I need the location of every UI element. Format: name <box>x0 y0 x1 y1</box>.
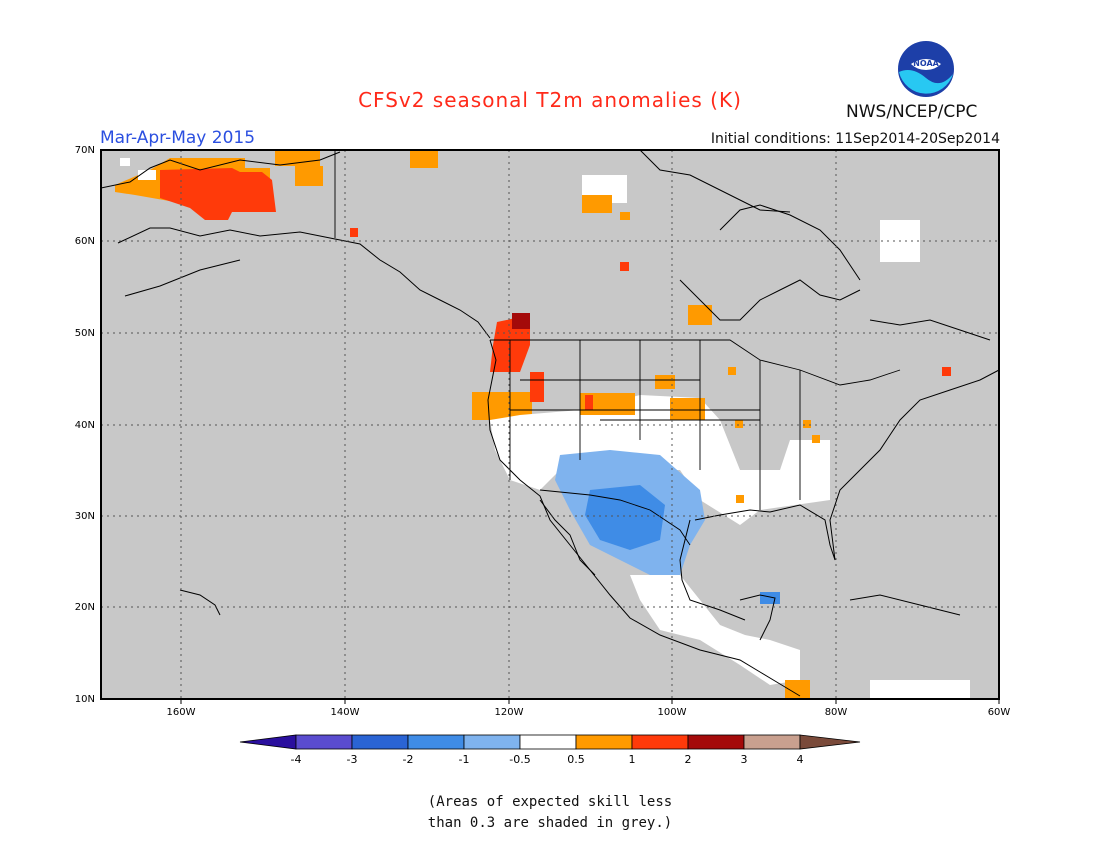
caption-line: (Areas of expected skill less <box>427 794 673 810</box>
grid-lines <box>101 150 999 699</box>
colorbar-label: -0.5 <box>509 753 530 766</box>
colorbar-high-arrow <box>799 734 861 750</box>
colorbar-segment <box>295 734 353 750</box>
lat-label: 70N <box>75 145 95 156</box>
colorbar-label: -2 <box>403 753 414 766</box>
noaa-logo: NOAA <box>898 41 954 97</box>
lat-label: 20N <box>75 602 95 613</box>
lat-label: 40N <box>75 420 95 431</box>
colorbar-segment <box>631 734 689 750</box>
colorbar-segment <box>743 734 801 750</box>
colorbar-label: 1 <box>629 753 636 766</box>
lon-label: 100W <box>658 707 687 718</box>
colorbar-segment <box>407 734 465 750</box>
colorbar-segment <box>519 734 577 750</box>
lat-label: 30N <box>75 511 95 522</box>
lon-label: 80W <box>825 707 848 718</box>
initial-conditions-label: Initial conditions: 11Sep2014-20Sep2014 <box>710 131 1000 147</box>
lat-label: 10N <box>75 694 95 705</box>
colorbar-label: 3 <box>741 753 748 766</box>
skill-caption: (Areas of expected skill less than 0.3 a… <box>0 792 1100 834</box>
season-label: Mar-Apr-May 2015 <box>100 128 256 148</box>
lon-labels: 160W 140W 120W 100W 80W 60W <box>167 707 1011 718</box>
colorbar-segment <box>463 734 521 750</box>
map-frame <box>100 149 1000 700</box>
alaska-red-patch <box>160 168 276 220</box>
colorbar-label: 2 <box>685 753 692 766</box>
colorbar-label: -3 <box>347 753 358 766</box>
caption-line: than 0.3 are shaded in grey.) <box>427 815 673 831</box>
colorbar-label: -1 <box>459 753 470 766</box>
lon-label: 60W <box>988 707 1011 718</box>
colorbar-segment <box>575 734 633 750</box>
colorbar-low-arrow <box>239 734 297 750</box>
colorbar-label: -4 <box>291 753 302 766</box>
colorbar-segment <box>351 734 409 750</box>
colorbar-labels: -4 -3 -2 -1 -0.5 0.5 1 2 3 4 <box>291 753 804 766</box>
lon-label: 160W <box>167 707 196 718</box>
organization-label: NWS/NCEP/CPC <box>846 102 978 122</box>
political-borders <box>334 150 901 546</box>
colorbar-label: 0.5 <box>567 753 585 766</box>
chart-title: CFSv2 seasonal T2m anomalies (K) <box>358 88 742 112</box>
noaa-logo-text: NOAA <box>913 59 939 68</box>
colorbar-segment <box>687 734 745 750</box>
lon-label: 140W <box>331 707 360 718</box>
lat-labels: 70N 60N 50N 40N 30N 20N 10N <box>75 145 95 705</box>
colorbar <box>239 734 861 750</box>
colorbar-label: 4 <box>797 753 804 766</box>
lat-label: 60N <box>75 236 95 247</box>
lat-label: 50N <box>75 328 95 339</box>
lon-label: 120W <box>495 707 524 718</box>
